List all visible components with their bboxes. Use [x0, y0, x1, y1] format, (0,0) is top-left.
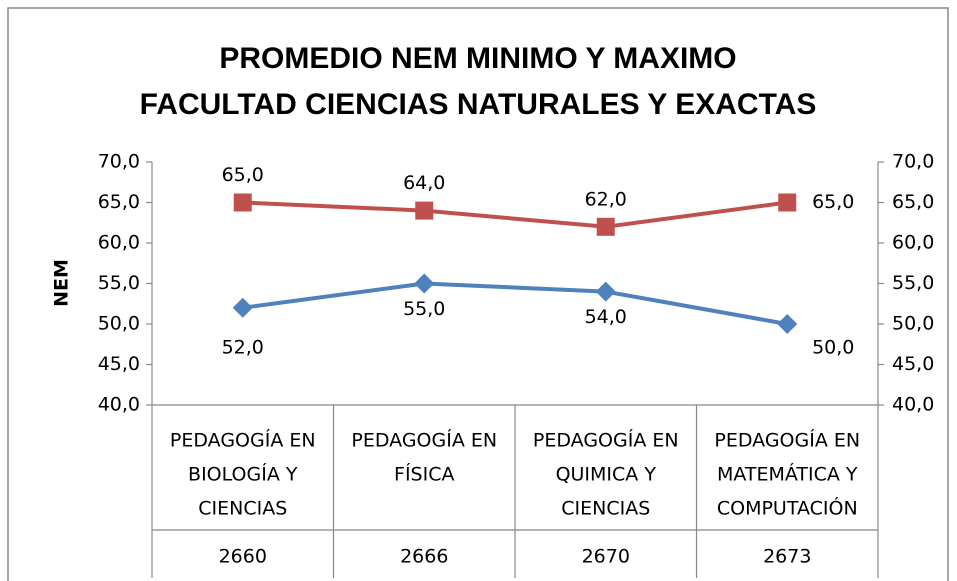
data-label: 50,0 — [812, 337, 854, 359]
y2-tick-label: 55,0 — [892, 272, 934, 294]
data-label: 52,0 — [222, 336, 264, 358]
y-tick-label: 50,0 — [98, 313, 140, 335]
marker — [415, 201, 434, 220]
marker — [777, 314, 798, 334]
y-axis-label: NEM — [51, 259, 73, 307]
series-line — [242, 281, 788, 326]
chart-title: FACULTAD CIENCIAS NATURALES Y EXACTAS — [140, 88, 817, 121]
x-tick-label: MATEMÁTICA Y — [717, 463, 858, 486]
x-tick-code: 2666 — [400, 546, 448, 568]
y2-tick-label: 60,0 — [892, 232, 934, 254]
y2-tick-label: 45,0 — [892, 353, 934, 375]
x-tick-label: FÍSICA — [394, 463, 454, 486]
marker — [595, 281, 616, 302]
x-tick-code: 2670 — [582, 546, 630, 568]
chart-border — [7, 7, 949, 581]
x-tick-code: 2673 — [763, 546, 811, 568]
x-tick-code: 2660 — [219, 546, 267, 568]
marker — [233, 193, 252, 212]
marker — [232, 297, 253, 318]
x-tick-label: CIENCIAS — [198, 498, 287, 520]
y-tick-label: 70,0 — [98, 151, 140, 173]
x-tick-label: PEDAGOGÍA EN — [351, 429, 497, 452]
y2-tick-label: 50,0 — [892, 313, 934, 335]
y-tick-label: 55,0 — [98, 272, 140, 294]
x-tick-label: BIOLOGÍA Y — [188, 463, 298, 486]
data-label: 54,0 — [585, 306, 627, 328]
y2-tick-label: 70,0 — [892, 151, 934, 173]
data-label: 65,0 — [222, 164, 264, 186]
x-tick-label: COMPUTACIÓN — [717, 496, 858, 520]
y-tick-label: 60,0 — [98, 232, 140, 254]
x-tick-label: CIENCIAS — [561, 498, 650, 520]
y-tick-label: 65,0 — [98, 191, 140, 213]
y2-tick-label: 40,0 — [892, 394, 934, 416]
data-label: 64,0 — [403, 172, 445, 194]
chart-title: PROMEDIO NEM MINIMO Y MAXIMO — [219, 42, 736, 75]
x-tick-label: PEDAGOGÍA EN — [714, 429, 860, 452]
marker — [414, 273, 435, 294]
series-line — [242, 200, 788, 229]
y2-tick-label: 65,0 — [892, 191, 934, 213]
marker — [596, 217, 615, 236]
x-tick-label: QUIMICA Y — [556, 464, 657, 486]
x-tick-label: PEDAGOGÍA EN — [533, 429, 679, 452]
x-tick-label: PEDAGOGÍA EN — [170, 429, 316, 452]
data-label: 55,0 — [403, 298, 445, 320]
y-tick-label: 45,0 — [98, 353, 140, 375]
data-label: 65,0 — [812, 191, 854, 213]
data-label: 62,0 — [585, 188, 627, 210]
y-tick-label: 40,0 — [98, 394, 140, 416]
marker — [778, 193, 797, 212]
